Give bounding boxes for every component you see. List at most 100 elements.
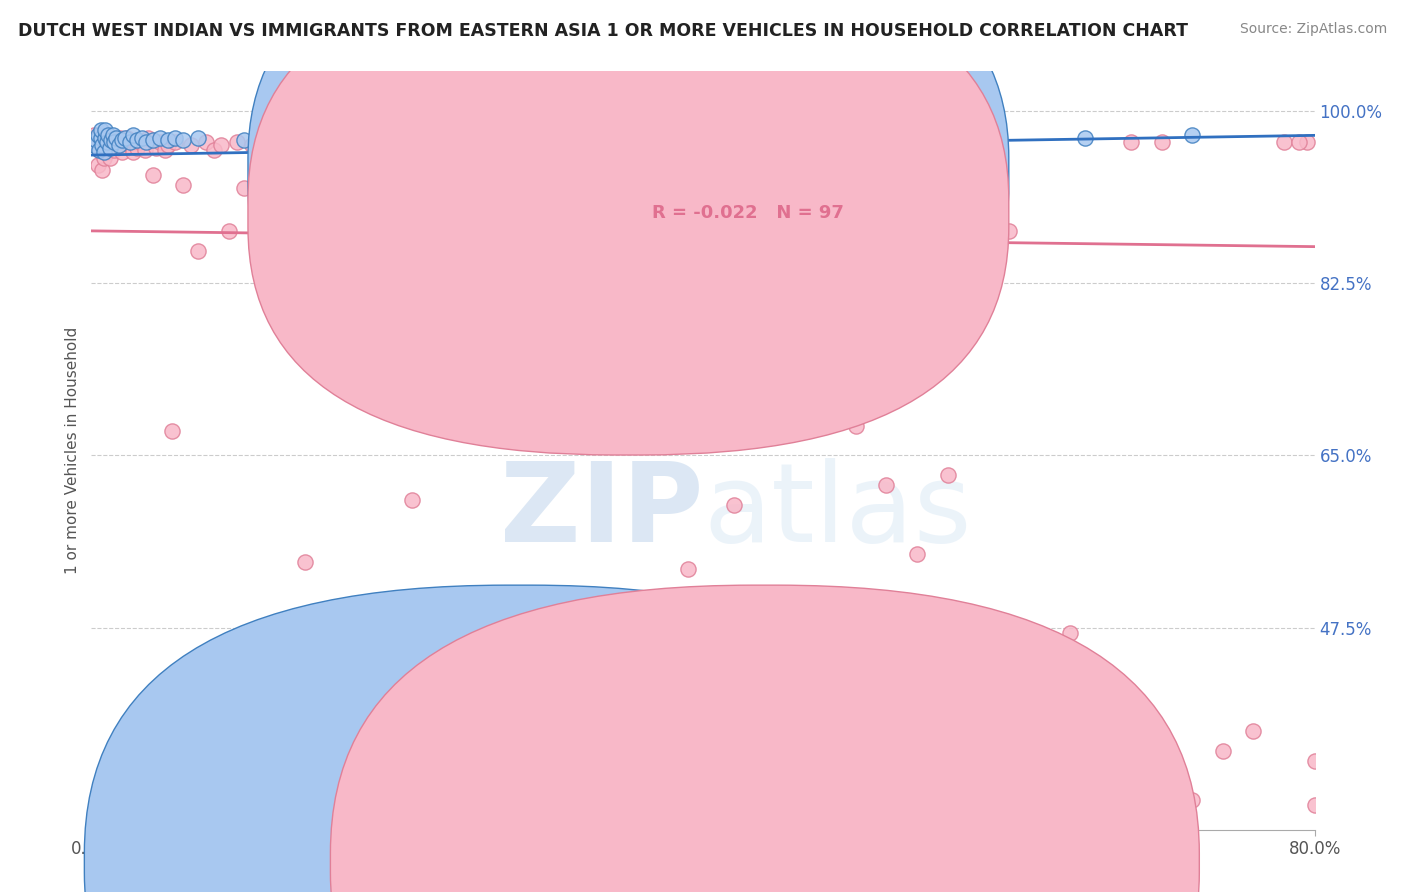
Point [600,348,623,362]
Point [100,135,122,149]
Point [538,281,561,295]
Point [218,224,240,238]
Point [96,145,118,160]
Point [104,135,127,149]
Point [249,143,271,157]
Point [1181,793,1204,807]
Point [135,135,157,149]
Point [87,143,110,157]
Point [1028,714,1050,729]
Point [110,131,132,145]
Point [1288,135,1310,149]
Point [233,133,256,147]
Point [114,131,136,145]
FancyBboxPatch shape [247,0,1010,414]
Point [447,281,470,295]
FancyBboxPatch shape [247,0,1010,455]
Point [96,135,118,149]
Point [121,145,143,160]
Point [723,498,745,512]
Point [600,661,623,675]
Point [149,131,172,145]
Point [845,350,868,364]
Point [905,547,928,561]
Point [84,133,107,147]
Point [94,131,117,145]
Point [98,151,121,165]
Point [90,131,112,145]
Point [86,131,108,145]
Text: atlas: atlas [703,458,972,565]
Point [416,131,439,145]
Point [1181,128,1204,143]
Point [98,141,121,155]
Point [209,138,232,153]
Point [108,138,131,153]
Point [187,131,209,145]
Point [998,224,1021,238]
Point [187,244,209,258]
Point [91,135,114,149]
Point [1303,797,1326,812]
Text: Immigrants from Eastern Asia: Immigrants from Eastern Asia [783,855,1011,870]
Point [93,145,115,160]
Point [103,135,125,149]
Point [91,162,114,177]
Point [661,143,683,157]
Point [97,135,120,149]
Point [1303,754,1326,768]
Point [1243,724,1265,739]
Point [478,224,501,238]
Point [340,224,363,238]
Point [127,133,149,147]
Point [1090,744,1112,758]
Point [111,145,134,160]
Point [145,141,167,155]
Point [105,133,128,147]
Point [111,133,134,147]
Point [93,151,115,165]
Point [1150,135,1173,149]
Point [134,143,156,157]
Point [356,283,378,297]
FancyBboxPatch shape [599,147,911,242]
Point [676,561,699,575]
Point [256,138,278,153]
Point [101,128,124,143]
Point [118,138,141,153]
Point [509,348,531,362]
Point [90,123,112,137]
Point [115,131,138,145]
Point [84,138,107,153]
Point [83,138,105,153]
Point [156,133,179,147]
Point [100,133,122,147]
Point [165,135,187,149]
Point [1296,135,1319,149]
Point [90,131,112,145]
Point [325,138,347,153]
Point [294,555,316,569]
Point [783,224,806,238]
Point [136,131,159,145]
Point [1272,135,1295,149]
Point [172,133,194,147]
Point [127,141,149,155]
Point [153,143,176,157]
Point [692,350,714,364]
Point [97,128,120,143]
Point [631,281,654,295]
Point [91,138,114,153]
Point [87,143,110,157]
Point [103,143,125,157]
Point [225,135,247,149]
Point [814,252,837,266]
Point [233,180,256,194]
Point [172,178,194,192]
Point [156,138,179,153]
Text: R = -0.022   N = 97: R = -0.022 N = 97 [651,204,844,222]
Point [202,143,225,157]
Point [108,138,131,153]
Point [83,128,105,143]
Point [86,128,108,143]
